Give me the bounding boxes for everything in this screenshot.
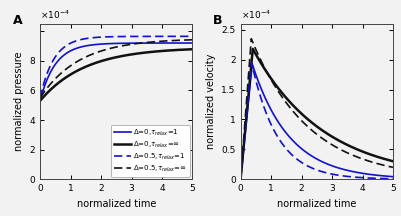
X-axis label: normalized time: normalized time: [77, 199, 156, 209]
Y-axis label: normalized velocity: normalized velocity: [206, 54, 216, 149]
Legend: $\Delta$=0,$\tau_{relax}$=1, $\Delta$=0,$\tau_{relax}$=$\infty$, $\Delta$=0.5,$\: $\Delta$=0,$\tau_{relax}$=1, $\Delta$=0,…: [111, 125, 190, 176]
Text: $\times10^{-4}$: $\times10^{-4}$: [241, 8, 271, 21]
Text: $\times10^{-4}$: $\times10^{-4}$: [40, 8, 70, 21]
Text: A: A: [13, 14, 22, 27]
X-axis label: normalized time: normalized time: [277, 199, 356, 209]
Text: B: B: [213, 14, 223, 27]
Y-axis label: normalized pressure: normalized pressure: [14, 52, 24, 151]
